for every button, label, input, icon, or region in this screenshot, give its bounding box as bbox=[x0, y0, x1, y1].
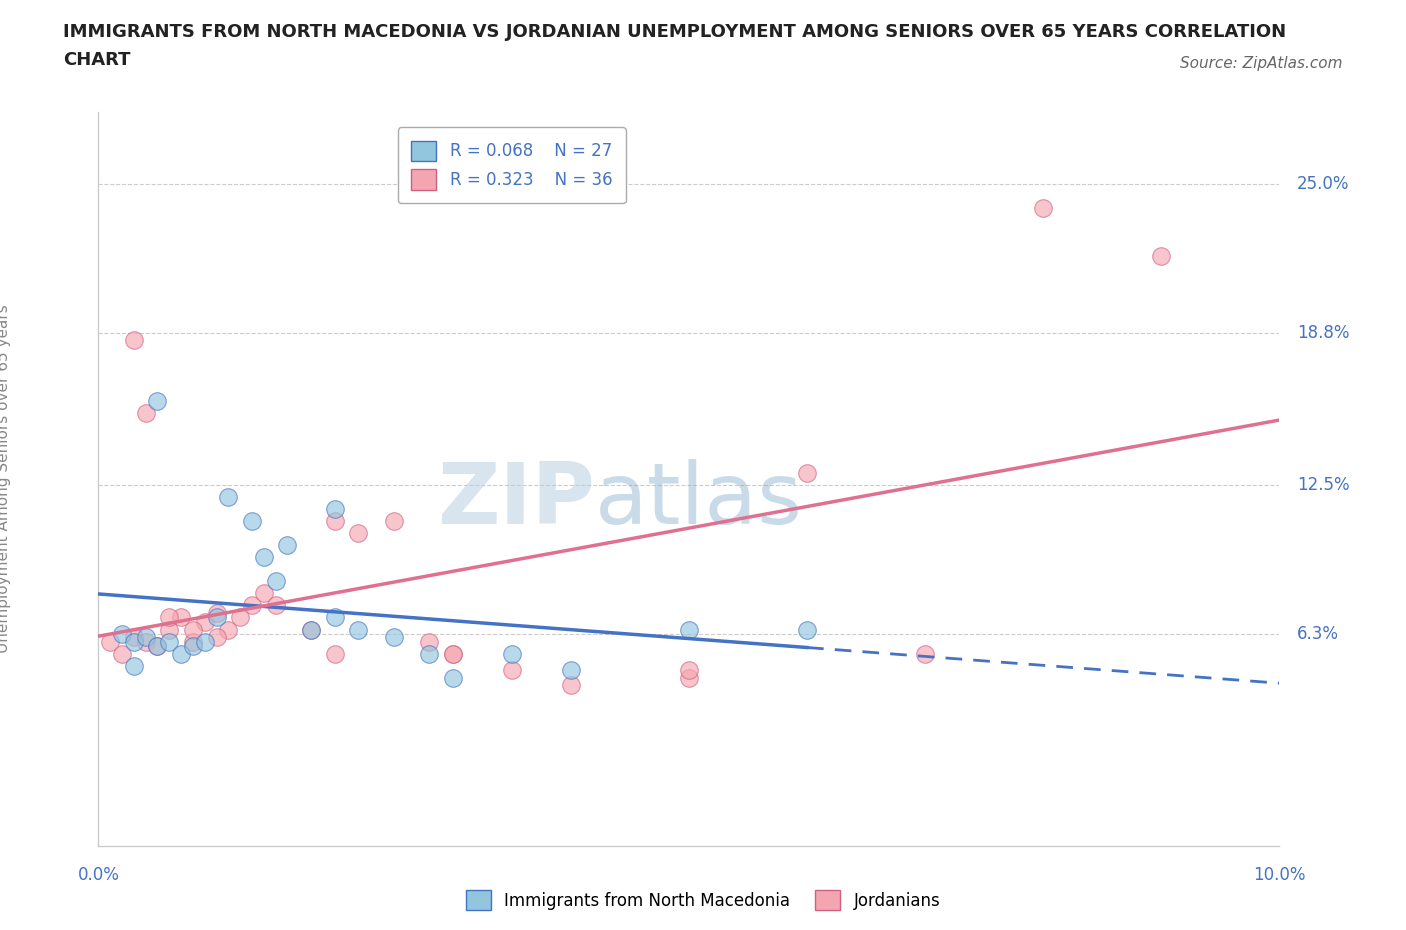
Point bbox=[1032, 201, 1054, 216]
Point bbox=[229, 610, 252, 625]
Point bbox=[98, 634, 121, 649]
Point bbox=[441, 646, 464, 661]
Text: 18.8%: 18.8% bbox=[1298, 325, 1350, 342]
Point bbox=[560, 677, 582, 692]
Point bbox=[914, 646, 936, 661]
Point bbox=[217, 622, 239, 637]
Point bbox=[135, 634, 157, 649]
Legend: Immigrants from North Macedonia, Jordanians: Immigrants from North Macedonia, Jordani… bbox=[460, 884, 946, 917]
Point bbox=[382, 513, 405, 528]
Point bbox=[796, 466, 818, 481]
Point bbox=[157, 622, 180, 637]
Point bbox=[181, 639, 204, 654]
Text: 6.3%: 6.3% bbox=[1298, 625, 1339, 644]
Point bbox=[276, 538, 298, 552]
Point bbox=[347, 622, 370, 637]
Point bbox=[205, 605, 228, 620]
Point bbox=[299, 622, 322, 637]
Point bbox=[382, 630, 405, 644]
Point bbox=[122, 634, 145, 649]
Point bbox=[181, 622, 204, 637]
Point bbox=[111, 646, 134, 661]
Point bbox=[122, 658, 145, 673]
Point bbox=[205, 630, 228, 644]
Point bbox=[253, 550, 276, 565]
Legend: R = 0.068    N = 27, R = 0.323    N = 36: R = 0.068 N = 27, R = 0.323 N = 36 bbox=[398, 127, 626, 203]
Text: 10.0%: 10.0% bbox=[1253, 866, 1306, 884]
Point bbox=[323, 501, 346, 516]
Point bbox=[122, 630, 145, 644]
Point bbox=[1150, 248, 1173, 263]
Point bbox=[217, 489, 239, 504]
Point bbox=[418, 634, 440, 649]
Point bbox=[347, 525, 370, 540]
Point bbox=[323, 513, 346, 528]
Point bbox=[240, 598, 263, 613]
Text: IMMIGRANTS FROM NORTH MACEDONIA VS JORDANIAN UNEMPLOYMENT AMONG SENIORS OVER 65 : IMMIGRANTS FROM NORTH MACEDONIA VS JORDA… bbox=[63, 23, 1286, 41]
Point bbox=[146, 639, 169, 654]
Text: 25.0%: 25.0% bbox=[1298, 175, 1350, 193]
Point bbox=[122, 333, 145, 348]
Point bbox=[441, 646, 464, 661]
Text: Source: ZipAtlas.com: Source: ZipAtlas.com bbox=[1180, 56, 1343, 71]
Point bbox=[501, 663, 523, 678]
Text: Unemployment Among Seniors over 65 years: Unemployment Among Seniors over 65 years bbox=[0, 305, 11, 653]
Point bbox=[146, 639, 169, 654]
Text: ZIP: ZIP bbox=[437, 459, 595, 542]
Point bbox=[560, 663, 582, 678]
Point bbox=[157, 634, 180, 649]
Point bbox=[678, 622, 700, 637]
Point bbox=[194, 615, 217, 630]
Point bbox=[240, 513, 263, 528]
Point bbox=[170, 646, 193, 661]
Point bbox=[678, 671, 700, 685]
Point bbox=[501, 646, 523, 661]
Point bbox=[181, 634, 204, 649]
Point bbox=[323, 646, 346, 661]
Point bbox=[264, 598, 287, 613]
Point bbox=[194, 634, 217, 649]
Point bbox=[111, 627, 134, 642]
Point bbox=[205, 610, 228, 625]
Text: CHART: CHART bbox=[63, 51, 131, 69]
Text: 12.5%: 12.5% bbox=[1298, 476, 1350, 494]
Point bbox=[135, 630, 157, 644]
Point bbox=[323, 610, 346, 625]
Point bbox=[796, 622, 818, 637]
Point bbox=[135, 405, 157, 420]
Point bbox=[441, 671, 464, 685]
Point bbox=[157, 610, 180, 625]
Point bbox=[299, 622, 322, 637]
Point bbox=[253, 586, 276, 601]
Point bbox=[170, 610, 193, 625]
Point bbox=[678, 663, 700, 678]
Text: atlas: atlas bbox=[595, 459, 803, 542]
Point bbox=[146, 393, 169, 408]
Text: 0.0%: 0.0% bbox=[77, 866, 120, 884]
Point bbox=[418, 646, 440, 661]
Point bbox=[264, 574, 287, 589]
